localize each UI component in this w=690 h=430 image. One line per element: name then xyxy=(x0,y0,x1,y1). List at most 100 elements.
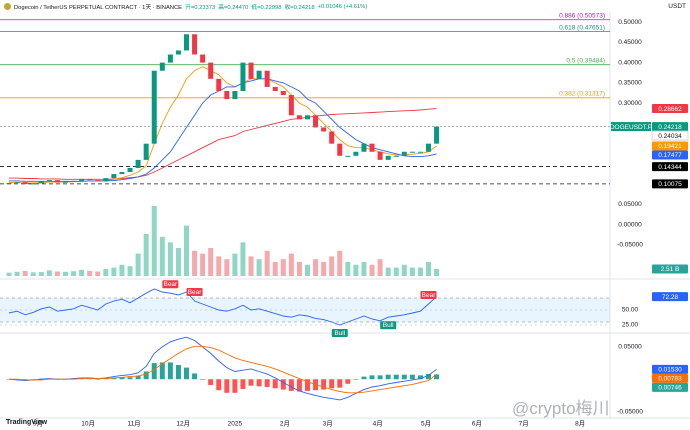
y-tick-label: 0.50000 xyxy=(618,19,642,26)
macd-histogram-bar xyxy=(280,379,286,390)
price-tag-label: 0.19421 xyxy=(658,143,682,150)
macd-histogram-bar xyxy=(296,379,302,392)
y-tick-label: 0.05000 xyxy=(618,344,642,351)
fib-label: 0.5 (0.39484) xyxy=(566,57,605,64)
ohlc: +0.01046 (+4.61%) xyxy=(317,3,368,10)
candle xyxy=(393,155,399,157)
y-tick-label: 0.35000 xyxy=(618,80,642,87)
volume-bar xyxy=(280,259,286,276)
macd-histogram-bar xyxy=(135,376,141,380)
volume-bar xyxy=(127,266,133,276)
price-tag xyxy=(652,122,688,132)
volume-bar xyxy=(30,272,36,276)
candle xyxy=(95,180,101,182)
macd-histogram-bar xyxy=(401,374,407,380)
moving-average xyxy=(9,78,437,182)
x-tick-label: 8月 xyxy=(575,420,585,428)
symbol-icon xyxy=(4,3,11,10)
macd-histogram-bar xyxy=(409,374,415,380)
price-tag xyxy=(652,162,688,172)
candle xyxy=(256,70,262,79)
signal-label-bg xyxy=(186,288,203,296)
price-tag-label: 0.24034 xyxy=(658,133,682,140)
x-tick-label: 5月 xyxy=(421,420,431,428)
candle xyxy=(401,151,407,156)
volume-bar xyxy=(393,267,399,276)
x-tick-label: 12月 xyxy=(176,420,190,428)
candle xyxy=(111,174,117,179)
macd-histogram-bar xyxy=(240,379,246,389)
y-tick-label: -0.05000 xyxy=(617,242,643,249)
price-tag-label: 0.00783 xyxy=(658,376,682,383)
ohlc: 高=0.24470 xyxy=(218,5,249,11)
candle xyxy=(240,62,246,91)
candle xyxy=(103,178,109,182)
y-tick-label: 50.00 xyxy=(622,307,639,314)
signal-label-bg xyxy=(420,291,437,299)
volume-bar xyxy=(184,225,189,276)
ohlc: 开=0.23373 xyxy=(185,5,216,11)
candle xyxy=(377,151,383,160)
price-tag xyxy=(651,130,689,141)
y-tick-label: 0.05000 xyxy=(618,201,642,208)
currency: USDT xyxy=(668,3,686,10)
price-tag-label: 0.00746 xyxy=(658,385,682,392)
macd-histogram-bar xyxy=(426,374,431,380)
volume-bar xyxy=(417,267,423,276)
volume-bar xyxy=(151,206,157,276)
volume-bar xyxy=(103,269,109,276)
price-tag-label: 0.10075 xyxy=(658,181,682,188)
y-tick-label: 0.40000 xyxy=(618,59,642,66)
macd-histogram-bar xyxy=(417,375,423,380)
volume-bar xyxy=(6,272,12,276)
price-tag-label: 72.28 xyxy=(662,294,679,301)
signal-label-bg xyxy=(380,321,397,330)
volume-bar xyxy=(232,253,238,276)
macd-histogram-bar xyxy=(224,379,230,393)
volume-bar xyxy=(54,271,60,276)
candle xyxy=(14,182,20,184)
macd-histogram-bar xyxy=(111,377,117,380)
volume-bar xyxy=(216,256,222,276)
volume-bar xyxy=(135,253,141,276)
volume-bar xyxy=(409,267,415,276)
macd-histogram-bar xyxy=(377,375,383,380)
candle xyxy=(192,34,198,55)
macd-histogram-bar xyxy=(119,377,125,380)
price-tag xyxy=(652,141,688,151)
rsi-line xyxy=(8,288,437,326)
candle xyxy=(175,50,181,55)
candle xyxy=(337,143,343,156)
macd-histogram-bar xyxy=(337,379,343,388)
candle xyxy=(200,54,206,63)
brand: TradingView xyxy=(6,419,48,426)
symbol-tag-label: DOGEUSDT.P xyxy=(610,124,652,131)
macd-histogram-bar xyxy=(305,379,310,391)
header: Dogecoin / TetherUS PERPETUAL CONTRACT ·… xyxy=(4,2,367,11)
macd-histogram-bar xyxy=(272,379,278,389)
macd-histogram-bar xyxy=(353,379,359,380)
price-tag xyxy=(652,382,688,392)
signal-label: Bear xyxy=(188,289,203,296)
signal-label-bg xyxy=(162,280,179,289)
macd-histogram-bar xyxy=(288,379,294,391)
candle xyxy=(280,90,286,96)
volume-bar xyxy=(143,234,149,276)
price-tag-label: 0.01530 xyxy=(658,367,682,374)
volume-bar xyxy=(95,271,101,276)
macd-histogram-bar xyxy=(264,379,270,387)
candle xyxy=(264,70,270,87)
ohlc: 收=0.24218 xyxy=(284,5,315,11)
macd-histogram-bar xyxy=(192,373,198,380)
macd-histogram-bar xyxy=(248,379,254,386)
macd-histogram-bar xyxy=(167,362,173,380)
volume-tag xyxy=(652,264,688,274)
candle xyxy=(409,151,415,153)
x-tick-label: 11月 xyxy=(127,420,140,428)
price-tag xyxy=(652,292,688,302)
watermark: @crypto梅川 xyxy=(512,399,610,418)
volume-bar xyxy=(71,271,77,276)
candle xyxy=(30,183,36,185)
volume-bar xyxy=(272,262,278,276)
volume-bar xyxy=(167,242,173,276)
